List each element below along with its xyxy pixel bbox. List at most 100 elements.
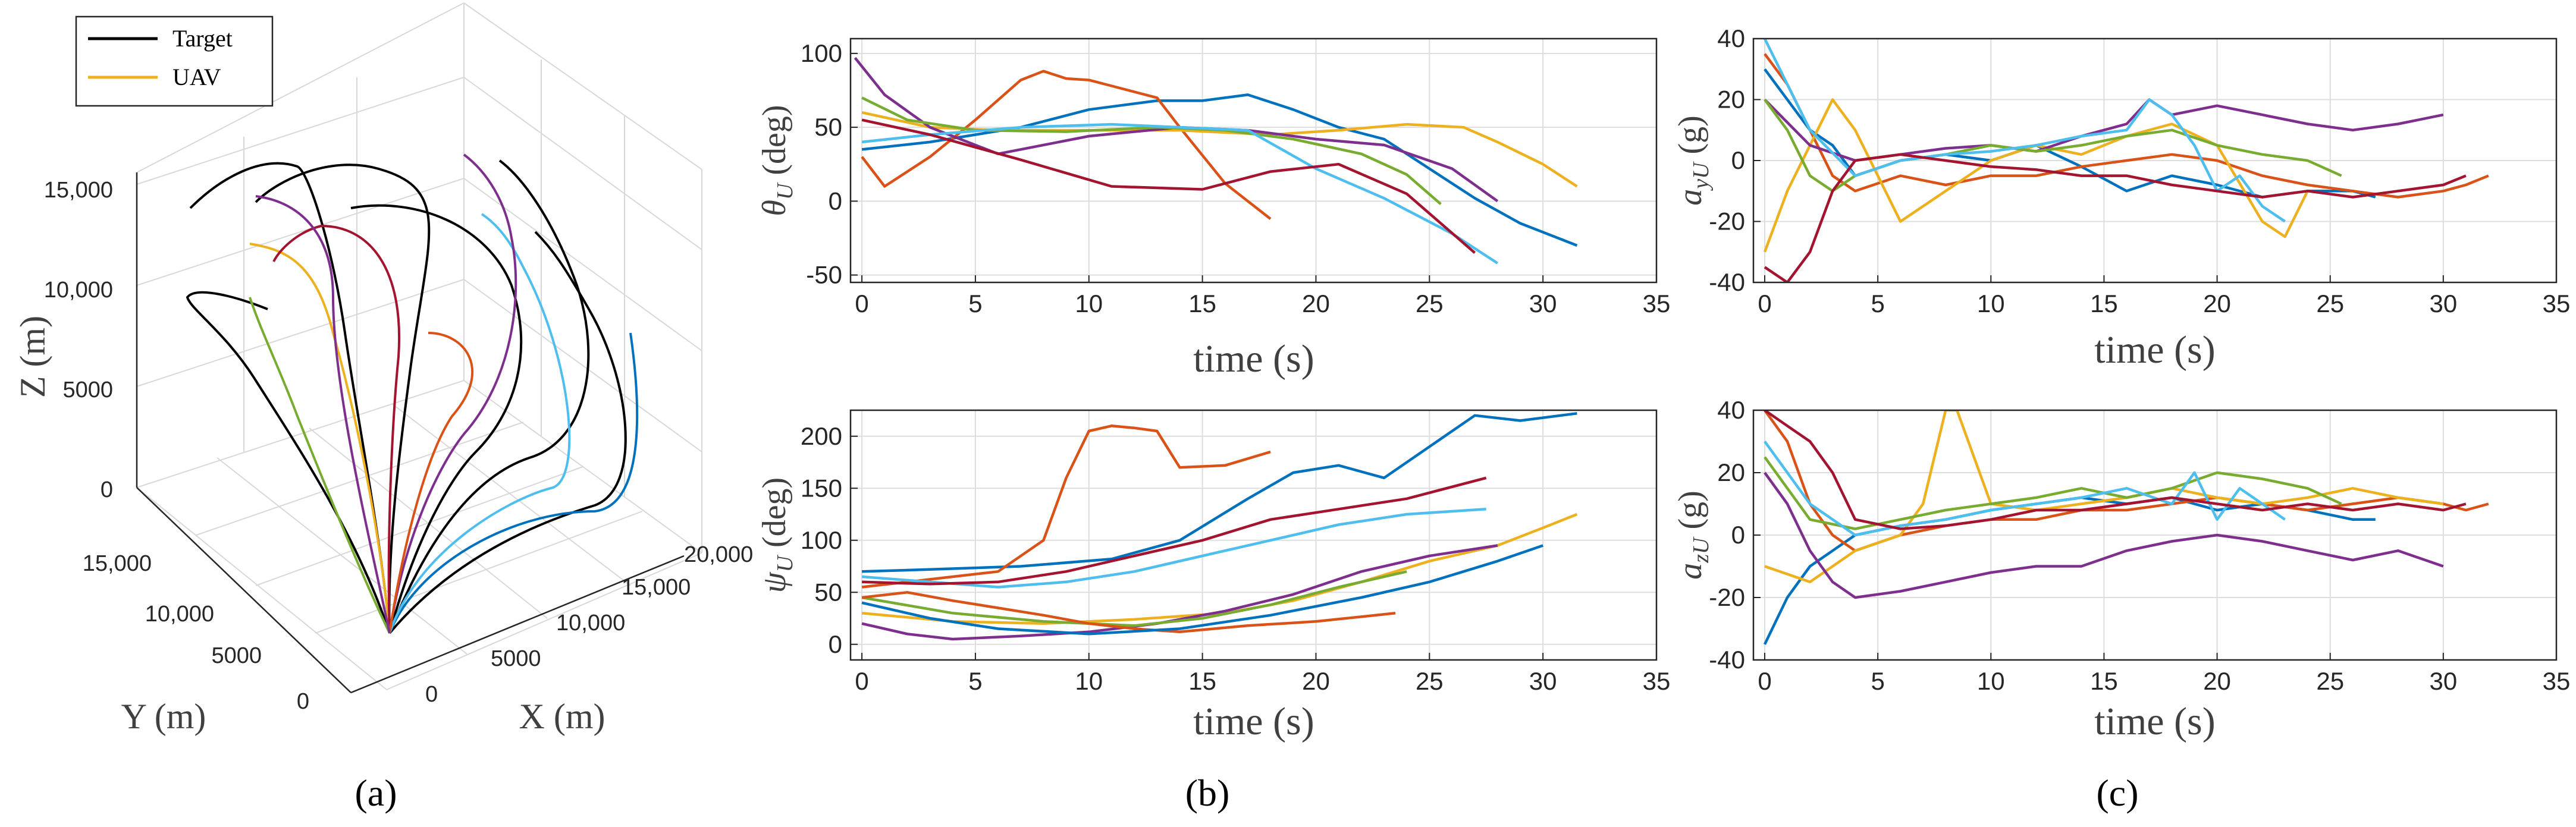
uav-trajectory bbox=[388, 332, 473, 634]
panel-label-a: (a) bbox=[354, 772, 397, 814]
x-tick-label: 25 bbox=[1416, 290, 1444, 317]
target-trajectory bbox=[388, 159, 590, 634]
x-tick-label: 20,000 bbox=[684, 542, 753, 567]
plot-ay-u: 0 5 10 15 20 25 30 35 -40 -20 0 20 40 time (s) ayU (g) bbox=[1672, 24, 2570, 372]
x-tick-label: 20 bbox=[2203, 290, 2231, 317]
y-tick-label: 0 bbox=[829, 187, 842, 215]
y-tick-label: 40 bbox=[1717, 396, 1745, 424]
y-tick-label: 0 bbox=[297, 689, 309, 714]
x-tick-label: 20 bbox=[1302, 290, 1330, 317]
panel-label-c: (c) bbox=[2096, 772, 2138, 814]
series-line-1 bbox=[862, 412, 1577, 573]
series-line-4 bbox=[1764, 471, 2444, 599]
x-tick-label: 30 bbox=[2430, 667, 2458, 695]
z-tick-label: 0 bbox=[101, 477, 113, 502]
series-line-7 bbox=[862, 476, 1487, 586]
y-tick-label: 15,000 bbox=[83, 551, 152, 576]
x-tick-label: 10 bbox=[1075, 290, 1103, 317]
x-axis-label: time (s) bbox=[2094, 700, 2215, 743]
y-tick-label: 50 bbox=[814, 578, 842, 606]
z-tick-label: 5000 bbox=[62, 378, 113, 403]
y-tick-label: 100 bbox=[801, 39, 842, 67]
trajectories bbox=[186, 153, 639, 634]
uav-trajectory bbox=[255, 195, 391, 634]
series-line-2 bbox=[1764, 53, 2489, 199]
x-tick-label: 25 bbox=[1416, 667, 1444, 695]
x-tick-label: 20 bbox=[2203, 667, 2231, 695]
y-axis-label: ψU (deg) bbox=[756, 477, 798, 593]
series-line-6 bbox=[861, 122, 1499, 265]
series-line-5 bbox=[1764, 456, 2342, 530]
y-tick-label: 20 bbox=[1717, 458, 1745, 486]
plot-theta-u: 0 5 10 15 20 25 30 35 -50 0 50 100 time (s) θU (deg) bbox=[756, 37, 1670, 381]
x-tick-label: 35 bbox=[2543, 667, 2571, 695]
x-tick-label: 5 bbox=[1871, 290, 1884, 317]
series-line-7 bbox=[1764, 410, 2467, 530]
x-tick-label: 30 bbox=[1529, 290, 1557, 317]
z-tick-label: 10,000 bbox=[44, 278, 113, 303]
series-line-5 bbox=[861, 570, 1407, 627]
y-tick-label: 100 bbox=[801, 526, 842, 554]
x-tick-label: 30 bbox=[1529, 667, 1557, 695]
x-tick-label: 0 bbox=[855, 667, 868, 695]
uav-trajectory bbox=[249, 243, 391, 634]
x-tick-label: 0 bbox=[1758, 290, 1771, 317]
x-tick-label: 0 bbox=[425, 682, 438, 707]
panel-a-3d-trajectories: 15,000 10,000 5000 0 15,000 10,000 5000 … bbox=[13, 2, 753, 814]
x-tick-label: 35 bbox=[2543, 290, 2571, 317]
y-tick-label: -20 bbox=[1709, 207, 1745, 235]
y-tick-labels: 15,000 10,000 5000 0 bbox=[83, 551, 309, 714]
target-trajectory bbox=[350, 204, 523, 634]
axes-frame bbox=[849, 37, 1658, 284]
x-axis-label: X (m) bbox=[519, 697, 605, 736]
3d-axes-box bbox=[136, 2, 702, 690]
x-axis-label: time (s) bbox=[2094, 328, 2215, 372]
y-axis-label: Y (m) bbox=[121, 697, 206, 736]
series-line-1 bbox=[861, 93, 1578, 247]
x-tick-label: 10 bbox=[1977, 290, 2005, 317]
y-tick-label: 200 bbox=[801, 422, 842, 450]
y-axis-label: θU (deg) bbox=[756, 105, 798, 216]
y-tick-label: -40 bbox=[1709, 268, 1745, 296]
x-tick-label: 15,000 bbox=[622, 575, 691, 600]
panel-label-b: (b) bbox=[1185, 772, 1230, 814]
x-tick-label: 5 bbox=[968, 290, 982, 317]
y-tick-label: 0 bbox=[1731, 146, 1745, 174]
series-line-3 bbox=[1763, 98, 2309, 253]
y-tick-label: 40 bbox=[1717, 24, 1745, 52]
z-tick-labels: 15,000 10,000 5000 0 bbox=[44, 178, 113, 502]
series-line-9 bbox=[861, 544, 1543, 636]
target-trajectory bbox=[255, 163, 431, 634]
y-tick-label: -20 bbox=[1709, 583, 1745, 611]
y-tick-label: 150 bbox=[801, 474, 842, 502]
3d-axis-lines bbox=[136, 172, 685, 694]
series-line-2 bbox=[1764, 410, 2489, 552]
legend-uav-label: UAV bbox=[172, 64, 221, 90]
plot-psi-u: 0 5 10 15 20 25 30 35 0 50 100 150 200 time (s) ψU (de… bbox=[756, 409, 1671, 743]
x-tick-label: 0 bbox=[1758, 667, 1771, 695]
legend: Target UAV bbox=[75, 15, 274, 107]
x-tick-label: 5 bbox=[1871, 667, 1884, 695]
x-tick-label: 15 bbox=[1188, 667, 1216, 695]
y-tick-label: 10,000 bbox=[145, 602, 214, 627]
x-tick-label: 15 bbox=[2090, 667, 2118, 695]
y-tick-label: 5000 bbox=[211, 643, 262, 668]
x-tick-labels: 0 5000 10,000 15,000 20,000 bbox=[425, 542, 753, 707]
x-tick-label: 15 bbox=[1188, 290, 1216, 317]
plot-az-u: 0 5 10 15 20 25 30 35 -40 -20 0 20 40 time (s) azU (g) bbox=[1672, 396, 2570, 743]
uav-trajectory bbox=[388, 153, 517, 634]
x-axis-label: time (s) bbox=[1193, 337, 1314, 381]
y-tick-label: 0 bbox=[1731, 521, 1745, 549]
x-tick-label: 35 bbox=[1643, 667, 1671, 695]
series-line-6 bbox=[1763, 39, 2286, 223]
uav-trajectory bbox=[249, 297, 391, 634]
x-tick-label: 25 bbox=[2316, 667, 2344, 695]
y-axis-label: azU (g) bbox=[1672, 490, 1714, 580]
z-axis-label: Z (m) bbox=[13, 316, 52, 398]
y-tick-label: 50 bbox=[814, 113, 842, 141]
x-tick-label: 25 bbox=[2316, 290, 2344, 317]
z-tick-label: 15,000 bbox=[44, 178, 113, 203]
series-line-6 bbox=[861, 508, 1486, 589]
series-line-8 bbox=[861, 591, 1396, 634]
